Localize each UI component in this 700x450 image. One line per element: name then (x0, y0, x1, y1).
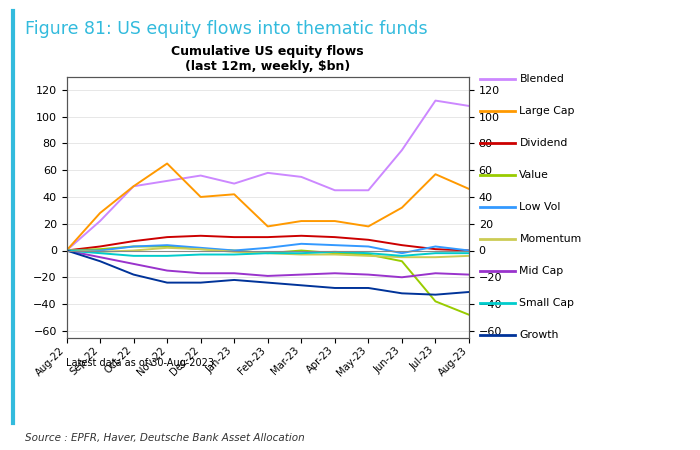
Text: Small Cap: Small Cap (519, 298, 575, 308)
Text: Dividend: Dividend (519, 138, 568, 148)
Text: Value: Value (519, 170, 550, 180)
Title: Cumulative US equity flows
(last 12m, weekly, $bn): Cumulative US equity flows (last 12m, we… (172, 45, 364, 72)
Text: Source : EPFR, Haver, Deutsche Bank Asset Allocation: Source : EPFR, Haver, Deutsche Bank Asse… (25, 433, 304, 443)
Text: Momentum: Momentum (519, 234, 582, 244)
Text: Growth: Growth (519, 330, 559, 340)
Text: Figure 81: US equity flows into thematic funds: Figure 81: US equity flows into thematic… (25, 20, 427, 38)
Text: Low Vol: Low Vol (519, 202, 561, 212)
Text: Mid Cap: Mid Cap (519, 266, 564, 276)
Text: Latest data as of 30-Aug-2023: Latest data as of 30-Aug-2023 (66, 358, 214, 368)
Text: Large Cap: Large Cap (519, 106, 575, 116)
Text: Blended: Blended (519, 74, 564, 84)
